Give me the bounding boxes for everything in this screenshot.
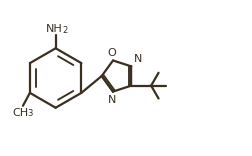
Text: N: N xyxy=(133,54,142,64)
Text: N: N xyxy=(107,95,116,105)
Text: NH: NH xyxy=(46,24,63,34)
Text: 2: 2 xyxy=(62,26,68,35)
Text: 3: 3 xyxy=(27,109,33,118)
Text: CH: CH xyxy=(12,108,28,118)
Text: O: O xyxy=(107,48,116,58)
